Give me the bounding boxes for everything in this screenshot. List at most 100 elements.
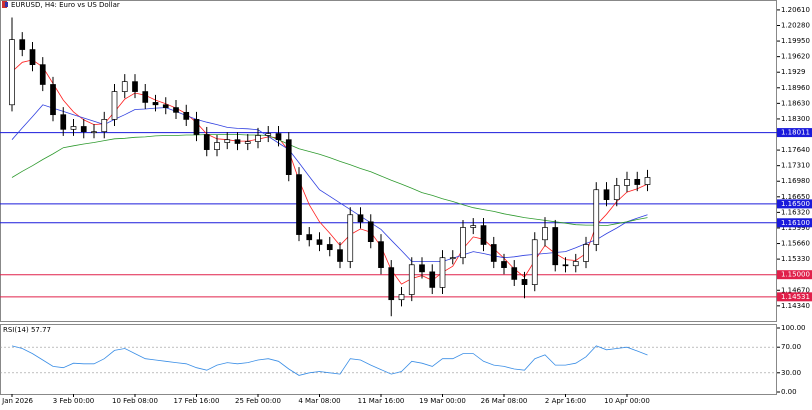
y-tick-label: 1.14670 — [781, 286, 810, 294]
x-tick-label: 26 Mar 08:00 — [481, 397, 528, 405]
y-tick-label: 1.15990 — [781, 224, 810, 232]
candle-body — [552, 227, 559, 266]
candle-body — [275, 133, 282, 141]
candle-body — [470, 225, 477, 228]
candle-body — [378, 241, 384, 268]
y-tick-label: 1.15330 — [781, 255, 810, 263]
y-tick-label: 1.15660 — [781, 240, 810, 248]
candle-body — [501, 261, 507, 268]
candle-body — [29, 49, 36, 66]
level-label: 1.18011 — [781, 129, 810, 137]
moving-average — [11, 104, 648, 262]
y-tick-label: 1.18960 — [781, 84, 810, 92]
y-tick-label: 1.17640 — [781, 146, 810, 154]
symbol-icon — [5, 2, 8, 7]
level-label-bg — [777, 270, 812, 280]
candle-body — [357, 214, 364, 223]
candle-body — [132, 81, 138, 92]
y-tick-label: 1.1929 — [781, 68, 806, 76]
candle-body — [193, 119, 200, 135]
candle-body — [388, 267, 395, 301]
candle-body — [439, 257, 446, 288]
x-tick-label: 2 Apr 16:00 — [545, 397, 586, 405]
level-label: 1.15000 — [781, 271, 810, 279]
candle-body — [531, 239, 538, 285]
y-tick-label: 1.16980 — [781, 177, 810, 185]
candle-body — [234, 139, 241, 144]
level-label: 1.14531 — [781, 293, 810, 301]
candle-body — [419, 264, 425, 273]
candle-body — [101, 119, 108, 133]
y-tick-label: 1.18630 — [781, 99, 810, 107]
candle-body — [152, 102, 159, 106]
level-label-bg — [777, 292, 812, 302]
candle-body — [634, 179, 641, 185]
x-tick-label: 10 Feb 08:00 — [112, 397, 158, 405]
level-label-bg — [777, 218, 812, 228]
candle-body — [265, 133, 272, 136]
candle-body — [255, 135, 261, 142]
rsi-tick-label: 0.00 — [781, 388, 797, 396]
candle-body — [644, 177, 651, 185]
y-tick-label: 1.17310 — [781, 162, 810, 170]
x-tick-label: 4 Mar 08:00 — [298, 397, 340, 405]
candle-body — [39, 64, 46, 85]
y-tick-label: 1.14340 — [781, 302, 810, 310]
x-tick-label: 11 Mar 16:00 — [358, 397, 405, 405]
rsi-tick-label: 100.00 — [781, 324, 806, 332]
candle-body — [408, 264, 415, 295]
y-tick-label: 1.19620 — [781, 53, 810, 61]
level-label-bg — [777, 199, 812, 209]
y-tick-label: 1.18300 — [781, 115, 810, 123]
candle-body — [9, 39, 15, 106]
y-tick-label: 1.16320 — [781, 208, 810, 216]
y-tick-label: 1.16650 — [781, 193, 810, 201]
y-tick-label: 1.20610 — [781, 6, 810, 14]
candle-body — [91, 131, 97, 134]
candle-body — [244, 141, 251, 144]
candle-body — [50, 84, 56, 116]
candle-body — [460, 227, 466, 259]
candle-body — [19, 39, 26, 50]
candle-body — [285, 139, 292, 175]
level-label: 1.16100 — [781, 219, 810, 227]
candle-body — [624, 179, 630, 186]
candle-body — [511, 267, 518, 280]
y-tick-label: 1.20280 — [781, 21, 810, 29]
candle-body — [306, 234, 313, 241]
candle-body — [80, 126, 87, 133]
candle-body — [398, 294, 405, 301]
candle-body — [613, 185, 620, 200]
x-tick-label: 25 Feb 00:00 — [235, 397, 281, 405]
candle-body — [593, 189, 600, 245]
candle-body — [162, 104, 169, 108]
candle-body — [316, 239, 323, 245]
candle-body — [224, 139, 231, 143]
candle-body — [296, 174, 302, 235]
candle-body — [214, 142, 220, 150]
candle-body — [70, 126, 77, 130]
candle-body — [562, 264, 569, 267]
candle-body — [173, 107, 179, 113]
candle-body — [572, 261, 579, 267]
candle-body — [337, 249, 343, 262]
level-label-bg — [777, 128, 812, 138]
candle-body — [183, 111, 190, 120]
candle-body — [347, 214, 354, 262]
candle-body — [142, 91, 149, 103]
moving-average — [11, 59, 648, 285]
candle-body — [480, 225, 487, 245]
candle-body — [603, 189, 610, 200]
candle-body — [326, 244, 333, 251]
rsi-tick-label: 30.00 — [781, 369, 801, 377]
x-tick-label: 10 Apr 00:00 — [604, 397, 650, 405]
rsi-line — [11, 345, 648, 376]
rsi-tick-label: 70.00 — [781, 343, 801, 351]
rsi-title: RSI(14) 57.77 — [3, 326, 51, 334]
y-tick-label: 1.19950 — [781, 37, 810, 45]
chart-title: EURUSD, H4: Euro vs US Dollar — [11, 1, 120, 9]
candle-body — [542, 227, 548, 241]
candle-body — [60, 114, 67, 130]
rsi-panel — [0, 324, 777, 395]
